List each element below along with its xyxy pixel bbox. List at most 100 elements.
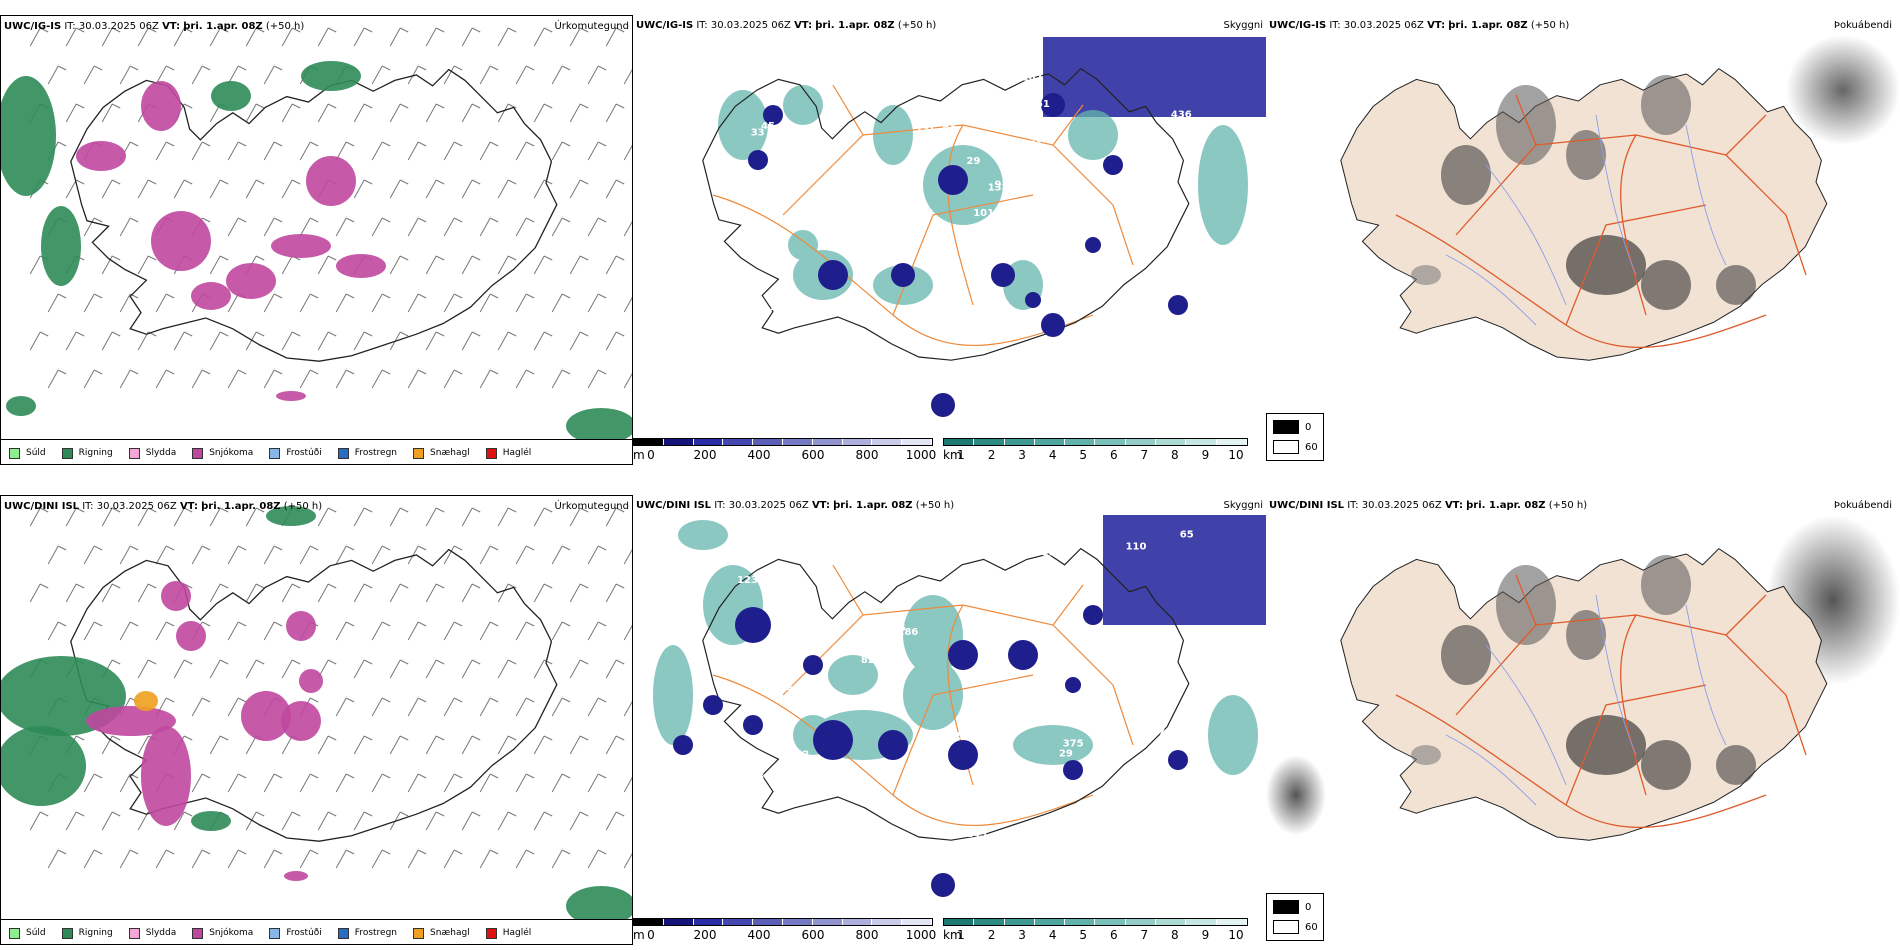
colorbar-strip (633, 438, 933, 446)
colorbar-cell (1216, 919, 1247, 925)
colorbar-strip (633, 918, 933, 926)
precip-area (299, 669, 323, 693)
cloud-base-value: 64 (1102, 754, 1116, 765)
colorbar-cell (872, 919, 903, 925)
legend-label: Slydda (145, 928, 177, 938)
low-cloud-cell (748, 150, 768, 170)
colorbar-cell (663, 439, 694, 445)
cloud-base-value: 82 (778, 372, 792, 383)
legend-label: Slydda (145, 448, 177, 458)
fog-area (1411, 745, 1441, 765)
cloud-base-value: 502 (1058, 717, 1079, 728)
colorbar-tick: 9 (1201, 928, 1210, 942)
low-cloud-cell (818, 260, 848, 290)
cloud-base-value: 19 (869, 163, 883, 174)
cloud-base-colorbar: m 0 200 400 600 800 1000 (633, 918, 938, 942)
precip-area (41, 206, 81, 286)
panel-title: UWC/IG-IS IT: 30.03.2025 06Z VT: þri. 1.… (1269, 20, 1570, 31)
precip-area (266, 506, 316, 526)
precip-area (566, 886, 632, 920)
ne-fog-field (1786, 35, 1900, 145)
colorbar-cell (1034, 919, 1066, 925)
precip-area (86, 706, 176, 736)
cloud-base-value: 125 (1153, 665, 1174, 676)
legend-label: Haglél (502, 928, 532, 938)
cloud-base-value: 104 (1086, 815, 1107, 826)
low-cloud-cell (1063, 760, 1083, 780)
cloud-base-value: 145 (966, 829, 987, 840)
panel-title: UWC/DINI ISL IT: 30.03.2025 06Z VT: þri.… (636, 500, 955, 511)
panel-title: UWC/DINI ISL IT: 30.03.2025 06Z VT: þri.… (1269, 500, 1588, 511)
visibility-colorbar: km 1 2 3 4 5 6 7 8 9 10 (943, 438, 1253, 462)
legend-label: Súld (26, 448, 46, 458)
legend-item-6: Snæhagl (413, 927, 470, 939)
cloud-base-value: 67 (1151, 727, 1165, 738)
cloud-base-value: 29 (1059, 748, 1073, 759)
cloud-base-value: 82 (861, 655, 875, 666)
colorbar-tick: 200 (693, 448, 717, 462)
cloud-base-value: 58 (812, 566, 826, 577)
low-cloud-cell (1041, 313, 1065, 337)
cloud-base-colorbar: m 0 200 400 600 800 1000 (633, 438, 938, 462)
legend-item-4: Frostúði (269, 927, 322, 939)
low-cloud-cell (878, 730, 908, 760)
legend-item-0: Súld (9, 927, 46, 939)
precip-area (1, 726, 86, 806)
legend-item-7: Haglél (485, 927, 532, 939)
fog-indicator-panel-row2: UWC/DINI ISL IT: 30.03.2025 06Z VT: þri.… (1266, 495, 1900, 945)
legend-swatch (485, 927, 497, 939)
iceland-outline (702, 67, 1190, 361)
precip-type-map (1, 27, 632, 440)
cloud-base-value: 228 (743, 771, 764, 782)
visibility-map: 7833741481322491678615110168108914368281… (702, 37, 1266, 417)
cloud-base-value: 160 (981, 695, 1002, 706)
colorbar-tick: 800 (855, 928, 879, 942)
low-cloud-cell (891, 263, 915, 287)
cloud-base-value: 12 (947, 731, 961, 742)
low-cloud-cell (1025, 292, 1041, 308)
cloud-base-value: 68 (781, 64, 795, 75)
colorbar-tick: 800 (855, 448, 879, 462)
colorbar-tick: 2 (987, 448, 996, 462)
fog-indicator-panel-row1: UWC/IG-IS IT: 30.03.2025 06Z VT: þri. 1.… (1266, 15, 1900, 465)
cloud-base-value: 42 (795, 750, 809, 761)
colorbar-cell (1095, 439, 1126, 445)
legend-label: Snæhagl (430, 448, 470, 458)
cloud-base-value: 5 (940, 790, 947, 801)
colorbar-cell (872, 439, 903, 445)
precip-type-map (1, 506, 632, 920)
colorbar-strip (943, 438, 1248, 446)
low-cloud-cell (1168, 750, 1188, 770)
fog-area (1716, 745, 1756, 785)
iceland-land (1340, 547, 1828, 841)
precip-area (191, 282, 231, 310)
precip-area (176, 621, 206, 651)
precip-area (336, 254, 386, 278)
precip-area (306, 156, 356, 206)
colorbar-unit: km (943, 928, 962, 942)
colorbar-tick: 1 (957, 928, 965, 942)
colorbar-cell (1125, 439, 1157, 445)
fog-legend: 0 60 (1266, 893, 1324, 941)
legend-label: Frostúði (286, 928, 322, 938)
precip-area (284, 871, 308, 881)
colorbar-cell (842, 439, 873, 445)
low-cloud-cell (948, 740, 978, 770)
fog-area (1441, 145, 1491, 205)
iceland-outline (70, 548, 558, 842)
low-cloud-cell (1103, 155, 1123, 175)
panel-label: Skyggni (1223, 20, 1263, 31)
colorbar-tick: 9 (1201, 448, 1210, 462)
low-cloud-cell (1085, 237, 1101, 253)
colorbar-tick: 400 (747, 448, 771, 462)
colorbar-tick: 600 (801, 448, 825, 462)
low-cloud-cell (931, 873, 955, 897)
legend-label: Snjókoma (209, 928, 254, 938)
iceland-outline (702, 547, 1190, 841)
precip-area (241, 691, 291, 741)
cloud-base-value: 81 (1029, 140, 1043, 151)
sw-fog-patch (1266, 755, 1326, 835)
precip-area (141, 726, 191, 826)
cloud-base-value: 195 (1081, 673, 1102, 684)
low-cloud-cell (948, 640, 978, 670)
